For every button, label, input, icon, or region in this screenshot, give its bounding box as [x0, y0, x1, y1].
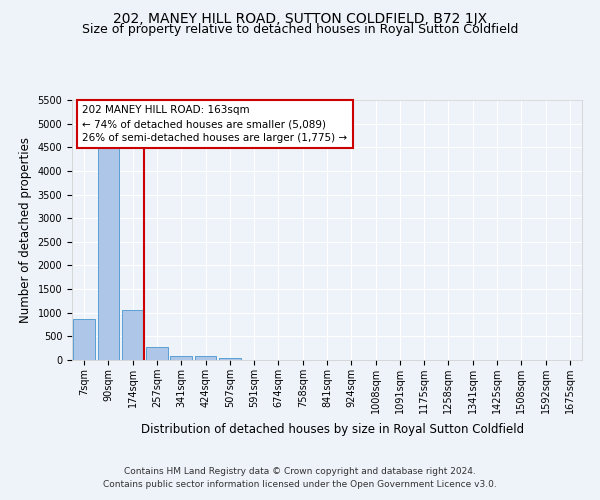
Bar: [194, 356, 217, 360]
Y-axis label: Number of detached properties: Number of detached properties: [19, 137, 32, 323]
Text: Distribution of detached houses by size in Royal Sutton Coldfield: Distribution of detached houses by size …: [142, 422, 524, 436]
Bar: [97, 145, 119, 360]
Bar: [122, 310, 143, 360]
Text: Size of property relative to detached houses in Royal Sutton Coldfield: Size of property relative to detached ho…: [82, 22, 518, 36]
Bar: [73, 319, 95, 360]
Bar: [146, 347, 168, 360]
Text: 202 MANEY HILL ROAD: 163sqm
← 74% of detached houses are smaller (5,089)
26% of : 202 MANEY HILL ROAD: 163sqm ← 74% of det…: [82, 105, 347, 143]
Bar: [219, 358, 241, 360]
Text: Contains HM Land Registry data © Crown copyright and database right 2024.: Contains HM Land Registry data © Crown c…: [124, 468, 476, 476]
Text: Contains public sector information licensed under the Open Government Licence v3: Contains public sector information licen…: [103, 480, 497, 489]
Bar: [170, 356, 192, 360]
Text: 202, MANEY HILL ROAD, SUTTON COLDFIELD, B72 1JX: 202, MANEY HILL ROAD, SUTTON COLDFIELD, …: [113, 12, 487, 26]
